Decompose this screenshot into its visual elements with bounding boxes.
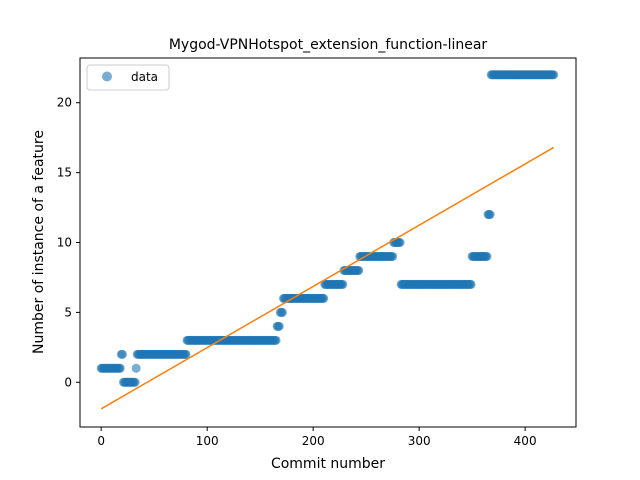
legend-marker-data (102, 71, 112, 82)
chart-title: Mygod-VPNHotspot_extension_function-line… (169, 37, 488, 53)
data-point (115, 363, 125, 373)
x-axis-ticks: 0 100 200 300 400 (97, 427, 537, 448)
y-tick-label: 5 (64, 305, 72, 319)
data-point (485, 210, 495, 220)
data-point (181, 349, 191, 359)
legend: data (86, 64, 170, 91)
y-axis-ticks: 0 5 10 15 20 (57, 96, 80, 389)
data-point (549, 70, 559, 80)
data-point (274, 321, 284, 331)
plot-area (96, 70, 559, 410)
x-tick-label: 100 (196, 434, 219, 448)
data-point (388, 251, 398, 261)
x-tick-label: 300 (408, 434, 431, 448)
fit-line (100, 146, 555, 410)
legend-label-data: data (131, 70, 158, 84)
legend-box (86, 64, 170, 91)
data-point (131, 363, 141, 373)
data-point (482, 251, 492, 261)
y-tick-label: 10 (57, 236, 72, 250)
data-point (277, 307, 287, 317)
y-tick-label: 20 (57, 96, 72, 110)
x-axis-label: Commit number (271, 456, 385, 472)
data-point (271, 335, 281, 345)
x-tick-label: 200 (302, 434, 325, 448)
data-point (354, 265, 364, 275)
x-tick-label: 400 (514, 434, 537, 448)
data-point (319, 293, 329, 303)
data-point (466, 279, 476, 289)
y-tick-label: 0 (64, 375, 72, 389)
y-tick-label: 15 (57, 166, 72, 180)
data-point (395, 238, 405, 247)
data-point (130, 377, 140, 387)
y-axis-label: Number of instance of a feature (31, 130, 47, 354)
data-point (338, 279, 348, 289)
data-point (117, 349, 127, 359)
x-tick-label: 0 (97, 434, 105, 448)
